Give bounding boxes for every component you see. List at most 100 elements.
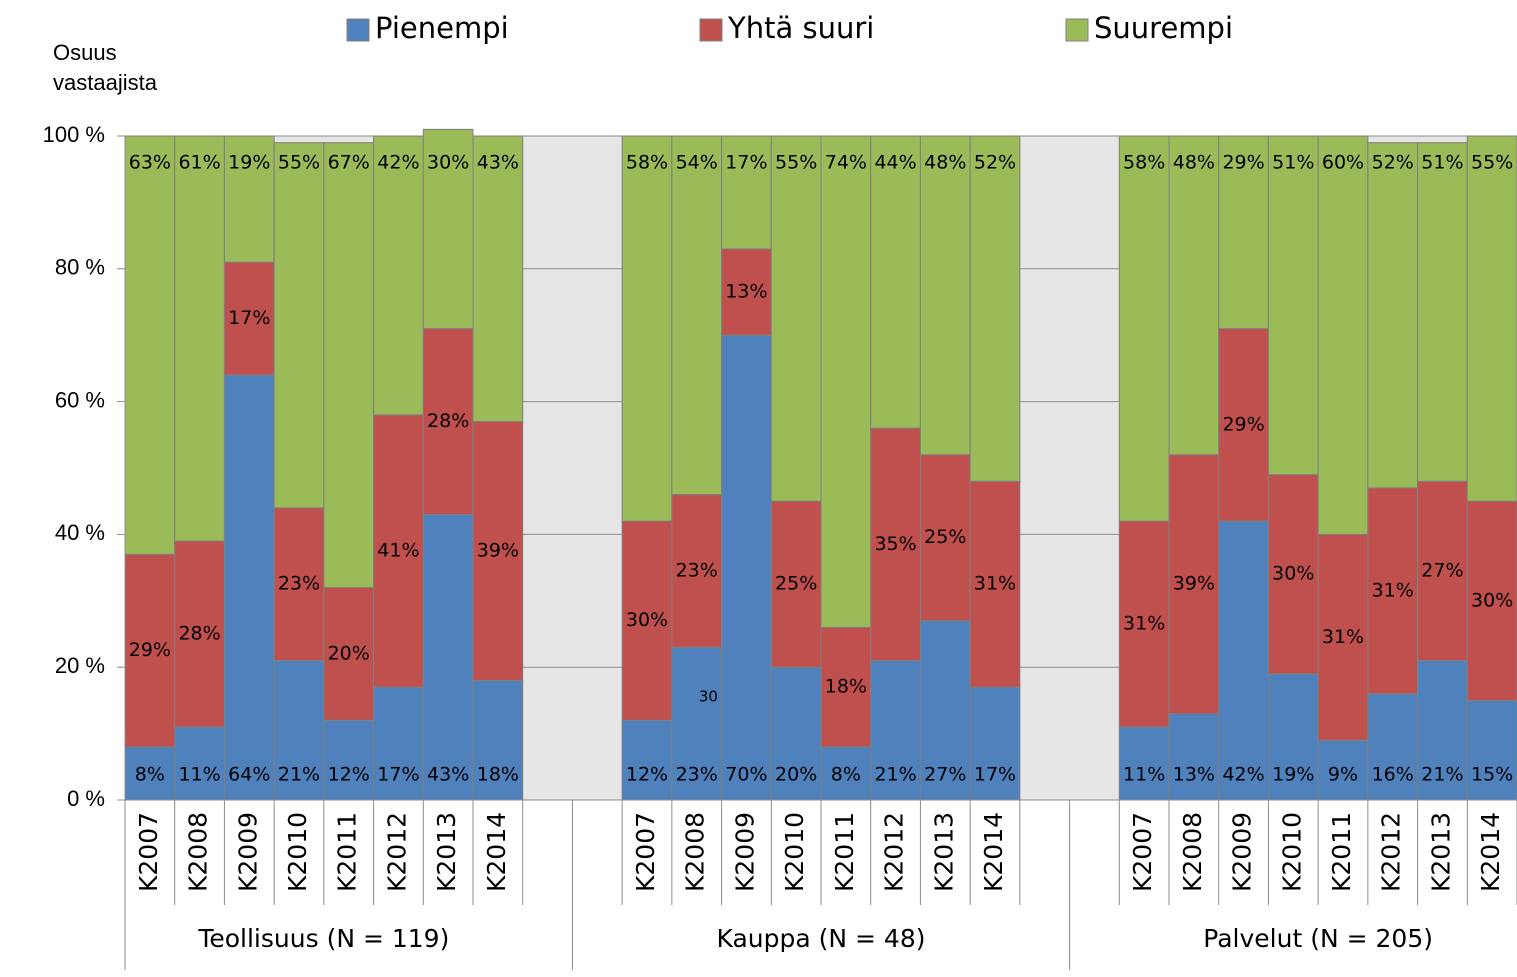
bar-segment [1417, 660, 1468, 801]
bar-segment [373, 686, 424, 801]
bar-segment [472, 421, 524, 681]
bar-segment [223, 135, 275, 263]
bar-segment [820, 746, 872, 801]
data-label: 51% [1421, 152, 1463, 174]
bar-segment [1317, 135, 1369, 535]
bar-segment [721, 135, 772, 250]
data-label: 30% [626, 609, 668, 631]
x-tick-label: K2009 [233, 812, 262, 892]
data-label: 19% [228, 152, 270, 174]
data-label: 43% [477, 152, 519, 174]
bar-segment [1118, 135, 1170, 522]
bar-segment [721, 334, 772, 801]
y-tick-label: 40 % [55, 520, 105, 545]
bar-segment [820, 626, 872, 748]
bar-segment [373, 414, 424, 688]
bar-segment [124, 135, 176, 555]
data-label: 31% [974, 573, 1016, 595]
data-label: 17% [974, 764, 1016, 786]
data-label: 54% [676, 152, 718, 174]
bar-segment [969, 135, 1021, 482]
bar-segment [671, 135, 723, 496]
bar-segment [273, 142, 325, 509]
bar-segment [174, 135, 225, 542]
bar-segment [174, 726, 225, 801]
data-label: 16% [1372, 764, 1414, 786]
legend-swatch [1065, 18, 1089, 42]
bar-segment [671, 494, 723, 648]
bar-segment [1417, 142, 1468, 482]
legend-label: Yhtä suuri [727, 11, 874, 45]
bar-segment [1317, 739, 1369, 801]
bar-segment [1118, 520, 1170, 728]
data-label: 30% [1272, 563, 1314, 585]
data-label: 28% [427, 410, 469, 432]
data-label: 58% [1123, 152, 1165, 174]
data-label: 74% [825, 152, 867, 174]
data-label: 52% [974, 152, 1016, 174]
bar-segment [1367, 142, 1419, 489]
data-label: 8% [135, 764, 165, 786]
data-label: 61% [178, 152, 220, 174]
x-tick-label: K2007 [1128, 812, 1157, 892]
data-label: 25% [924, 526, 966, 548]
bar-segment [1317, 533, 1369, 741]
x-tick-label: K2013 [1426, 812, 1455, 892]
data-label: 30% [1471, 589, 1513, 611]
x-tick-label: K2010 [780, 812, 809, 892]
data-label: 31% [1372, 579, 1414, 601]
group-label: Teollisuus (N = 119) [197, 924, 449, 953]
y-tick-label: 0 % [67, 786, 105, 811]
data-label: 41% [377, 540, 419, 562]
data-label: 20% [328, 642, 370, 664]
data-label: 70% [725, 764, 767, 786]
legend-label: Pienempi [375, 11, 509, 45]
y-axis-label: Osuus vastaajista [53, 40, 157, 95]
bar-segment [919, 135, 971, 456]
data-label: 21% [1421, 764, 1463, 786]
data-label: 12% [626, 764, 668, 786]
data-label: 18% [825, 676, 867, 698]
legend-swatch [346, 18, 370, 42]
data-label: 64% [228, 764, 270, 786]
data-label: 30% [427, 152, 469, 174]
legend-swatch [699, 18, 723, 42]
data-label: 11% [1123, 764, 1165, 786]
data-label: 55% [278, 152, 320, 174]
bar-segment [770, 666, 822, 801]
x-tick-label: K2010 [283, 812, 312, 892]
bar-segment [621, 135, 673, 522]
data-label: 27% [924, 764, 966, 786]
data-label: 31% [1322, 626, 1364, 648]
y-tick-label: 100 % [43, 122, 105, 147]
bar-segment [870, 135, 921, 429]
x-tick-label: K2012 [382, 812, 411, 892]
x-tick-label: K2007 [134, 812, 163, 892]
bar-segment [1218, 135, 1269, 330]
bar-segment [1168, 135, 1220, 456]
x-tick-label: K2014 [482, 812, 511, 892]
data-label: 29% [1222, 152, 1264, 174]
data-label: 17% [377, 764, 419, 786]
bar-segment [422, 128, 474, 330]
data-label: 9% [1328, 764, 1358, 786]
bar-segment [422, 328, 474, 515]
bar-segment [1367, 487, 1419, 695]
bar-segment [323, 587, 375, 721]
bar-segment [1466, 500, 1517, 701]
data-label: 58% [626, 152, 668, 174]
data-label: 23% [676, 764, 718, 786]
data-label: 48% [1173, 152, 1215, 174]
data-label: 43% [427, 764, 469, 786]
x-tick-label: K2008 [681, 812, 710, 892]
bar-segment [1168, 713, 1220, 801]
bar-segment [1267, 474, 1319, 675]
data-label: 55% [775, 152, 817, 174]
x-tick-label: K2008 [184, 812, 213, 892]
x-tick-label: K2011 [333, 812, 362, 892]
data-label: 31% [1123, 613, 1165, 635]
bar-segment [1466, 135, 1517, 502]
data-label: 17% [725, 152, 767, 174]
data-label: 25% [775, 573, 817, 595]
